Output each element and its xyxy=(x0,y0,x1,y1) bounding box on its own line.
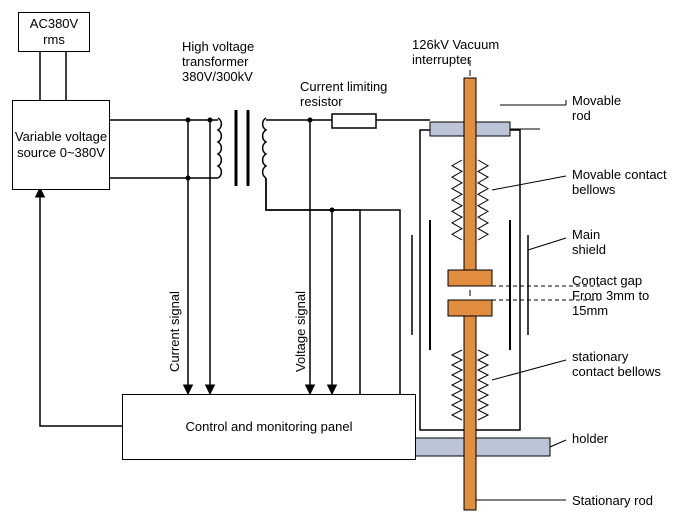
contact-gap-label: Contact gap From 3mm to 15mm xyxy=(572,274,649,319)
transformer-title: High voltage transformer 380V/300kV xyxy=(182,40,254,85)
control-panel-label: Control and monitoring panel xyxy=(186,419,353,435)
vacuum-interrupter-title: 126kV Vacuum interrupter xyxy=(412,38,499,68)
stationary-rod-label: Stationary rod xyxy=(572,494,653,509)
movable-contact-bellows-label: Movable contact bellows xyxy=(572,168,667,198)
variable-source-box: Variable voltage source 0~380V xyxy=(12,100,110,190)
voltage-signal-label: Voltage signal xyxy=(294,291,309,372)
current-signal-label: Current signal xyxy=(168,291,183,372)
main-shield-label: Main shield xyxy=(572,228,606,258)
ac-source-label: AC380V rms xyxy=(19,16,89,47)
stationary-contact-bellows-label: stationary contact bellows xyxy=(572,350,661,380)
current-limiting-resistor-label: Current limiting resistor xyxy=(300,80,387,110)
movable-rod-label: Movable rod xyxy=(572,94,621,124)
control-panel-box: Control and monitoring panel xyxy=(122,394,416,460)
holder-label: holder xyxy=(572,432,608,447)
ac-source-box: AC380V rms xyxy=(18,12,90,52)
variable-source-label: Variable voltage source 0~380V xyxy=(13,129,109,160)
